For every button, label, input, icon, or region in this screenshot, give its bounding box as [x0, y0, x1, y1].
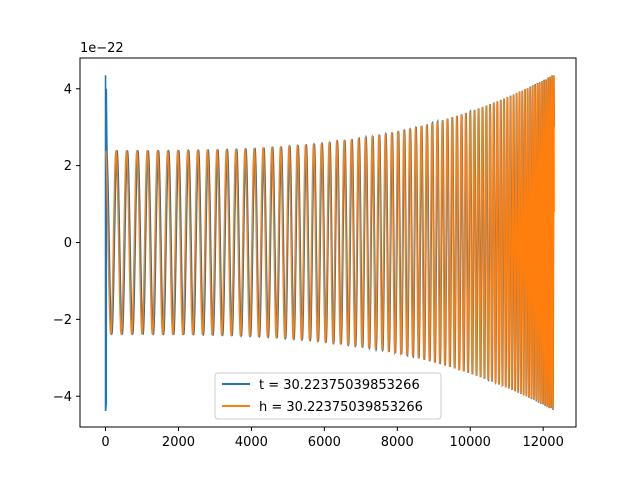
x-tick-label: 10000	[450, 435, 491, 450]
y-tick-label: 4	[64, 82, 72, 97]
plot-area	[104, 75, 555, 411]
y-tick-label: −4	[53, 390, 72, 405]
x-axis: 0 2000 4000 6000 8000 10000 12000	[101, 427, 564, 450]
x-tick-label: 6000	[308, 435, 341, 450]
series-line-h	[104, 75, 555, 410]
x-tick-label: 12000	[522, 435, 563, 450]
legend: t = 30.22375039853266 h = 30.22375039853…	[214, 372, 442, 420]
y-axis: −4 −2 0 2 4	[53, 82, 80, 405]
x-tick-label: 2000	[162, 435, 195, 450]
x-tick-label: 4000	[235, 435, 268, 450]
y-tick-label: 2	[64, 159, 72, 174]
legend-label-h: h = 30.22375039853266	[259, 400, 423, 415]
y-tick-label: −2	[53, 313, 72, 328]
x-tick-label: 0	[101, 435, 109, 450]
y-offset-text: 1e−22	[80, 41, 124, 56]
legend-label-t: t = 30.22375039853266	[259, 378, 420, 393]
legend-box	[214, 372, 442, 420]
y-tick-label: 0	[64, 236, 72, 251]
x-tick-label: 8000	[381, 435, 414, 450]
